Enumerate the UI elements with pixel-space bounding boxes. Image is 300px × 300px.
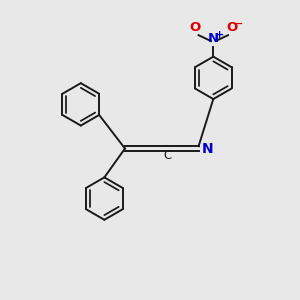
Text: N: N bbox=[208, 32, 219, 46]
Text: N: N bbox=[202, 142, 214, 155]
Text: −: − bbox=[234, 19, 244, 29]
Text: O: O bbox=[226, 21, 237, 34]
Text: C: C bbox=[164, 148, 172, 161]
Text: +: + bbox=[215, 30, 224, 40]
Text: O: O bbox=[189, 21, 201, 34]
